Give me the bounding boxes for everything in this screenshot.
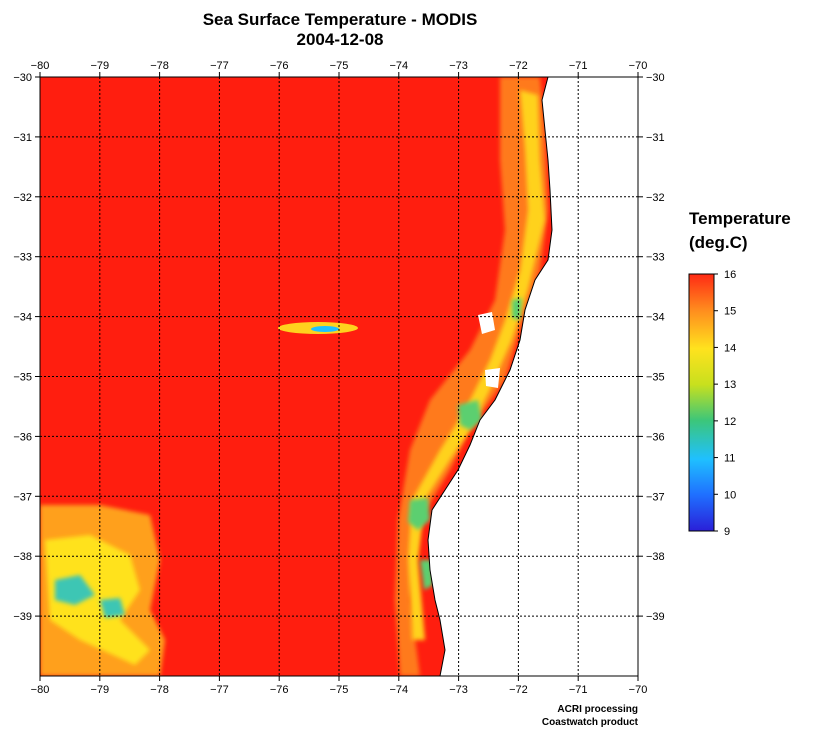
colorbar-tick-label: 15 [724,306,736,318]
y-tick-label-left: −39 [13,611,32,623]
credit-text: ACRI processing Coastwatch product [520,703,638,729]
y-tick-label-right: −32 [646,192,665,204]
legend-title: Temperature (deg.C) [689,207,791,255]
credit-line-1: ACRI processing [557,704,638,715]
x-tick-label-top: −70 [629,60,648,72]
x-tick-label-top: −72 [509,60,528,72]
y-tick-label-left: −31 [13,132,32,144]
x-tick-label-bottom: −72 [509,684,528,696]
y-tick-label-right: −36 [646,431,665,443]
x-tick-label-bottom: −79 [90,684,109,696]
title-line-2: 2004-12-08 [296,30,384,49]
x-tick-label-bottom: −77 [210,684,229,696]
credit-line-2: Coastwatch product [541,717,638,728]
colorbar-tick-label: 14 [724,342,736,354]
coastal-gradient-band [395,77,548,676]
sst-field [40,77,638,676]
colorbar-tick-label: 16 [724,269,736,281]
x-tick-label-bottom: −71 [569,684,588,696]
y-tick-label-left: −33 [13,252,32,264]
axis-ticks: −80 −80 −79 −79 −78 −78 −77 −77 −76 −76 −75 −75 −74 −… [13,60,664,696]
y-tick-label-left: −38 [13,551,32,563]
x-tick-label-top: −75 [330,60,349,72]
y-tick-label-left: −37 [13,491,32,503]
x-tick-label-bottom: −75 [330,684,349,696]
colorbar-tick-label: 13 [724,379,736,391]
x-tick-label-top: −74 [389,60,408,72]
legend-title-line-1: Temperature [689,209,791,228]
southwest-yellow [45,535,150,665]
y-tick-label-left: −36 [13,431,32,443]
x-tick-label-bottom: −76 [270,684,289,696]
y-tick-label-right: −39 [646,611,665,623]
y-tick-label-left: −30 [13,72,32,84]
offshore-cool-core [311,326,339,332]
x-tick-label-bottom: −74 [389,684,408,696]
x-tick-label-top: −77 [210,60,229,72]
x-tick-label-bottom: −78 [150,684,169,696]
colorbar-tick-label: 11 [724,453,735,465]
x-tick-label-bottom: −70 [629,684,648,696]
y-tick-label-left: −35 [13,372,32,384]
y-tick-label-left: −34 [13,312,32,324]
y-tick-label-right: −37 [646,491,665,503]
x-tick-label-bottom: −73 [449,684,468,696]
colorbar-tick-label: 10 [724,489,736,501]
chart-title: Sea Surface Temperature - MODIS 2004-12-… [40,10,640,50]
y-tick-label-right: −35 [646,372,665,384]
y-tick-label-right: −30 [646,72,665,84]
x-tick-label-top: −78 [150,60,169,72]
x-tick-label-top: −80 [31,60,50,72]
x-tick-label-top: −76 [270,60,289,72]
southwest-cool [55,575,125,618]
y-tick-label-right: −31 [646,132,665,144]
coastal-yellow-band [408,90,545,640]
y-tick-label-right: −34 [646,312,665,324]
x-tick-label-top: −71 [569,60,588,72]
colorbar-tick-label: 12 [724,416,736,428]
y-tick-label-right: −33 [646,252,665,264]
x-tick-label-top: −79 [90,60,109,72]
x-tick-label-bottom: −80 [31,684,50,696]
y-tick-label-left: −32 [13,192,32,204]
y-tick-label-right: −38 [646,551,665,563]
colorbar-tick-label: 9 [724,526,730,538]
legend-title-line-2: (deg.C) [689,233,748,252]
x-tick-label-top: −73 [449,60,468,72]
colorbar-ticks: 9 10 11 12 13 14 15 16 [714,269,736,538]
colorbar [688,273,715,532]
title-line-1: Sea Surface Temperature - MODIS [202,10,478,29]
